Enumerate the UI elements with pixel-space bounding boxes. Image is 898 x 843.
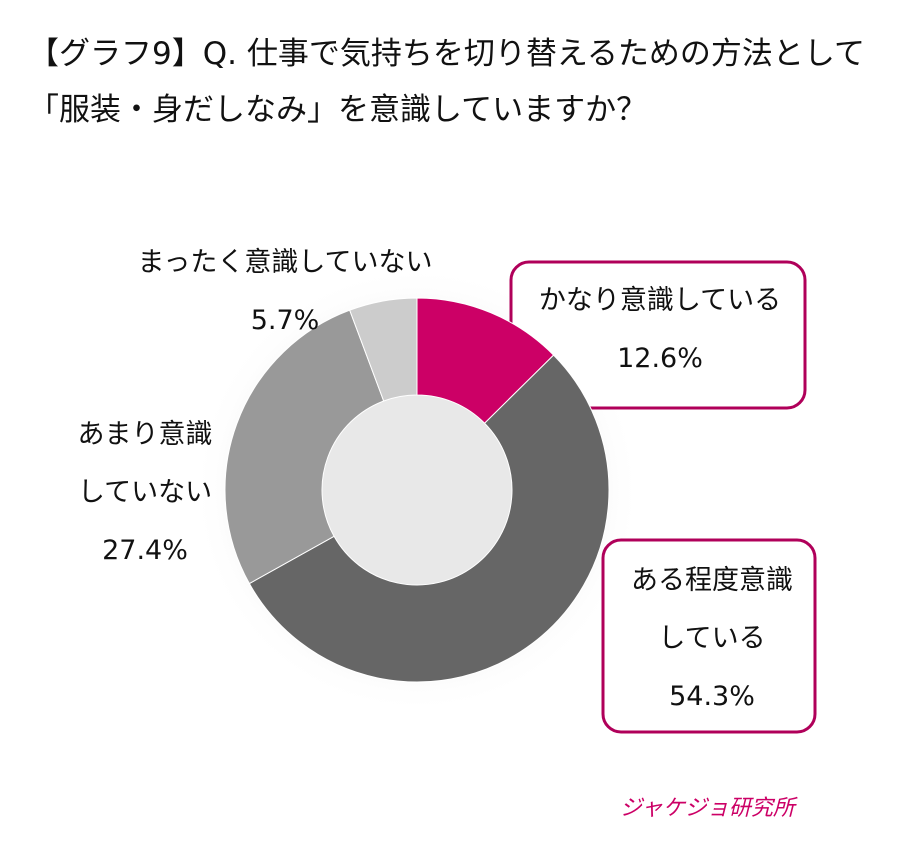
donut-slice — [224, 309, 385, 585]
value-label: 12.6% — [617, 343, 703, 374]
donut-slice — [349, 297, 418, 402]
label-box — [601, 538, 817, 734]
category-label: ある程度意識している — [631, 565, 793, 654]
slice-label: かなり意識している 12.6% — [539, 272, 781, 388]
slice-label: まったく意識していない 5.7% — [137, 234, 432, 350]
category-label: あまり意識していない — [77, 419, 213, 508]
donut-slice — [248, 354, 610, 683]
category-label: まったく意識していない — [137, 247, 433, 278]
value-label: 54.3% — [669, 681, 755, 712]
chart-title: 【グラフ9】Q. 仕事で気持ちを切り替えるための方法として「服装・身だしなみ」を… — [28, 36, 865, 128]
slice-label: あまり意識していない 27.4% — [78, 406, 213, 580]
slice-label: ある程度意識している 54.3% — [631, 552, 793, 726]
logo: ジャケジョ研究所 — [620, 796, 795, 821]
category-label: かなり意識している — [538, 285, 782, 316]
value-label: 27.4% — [102, 535, 188, 566]
value-label: 5.7% — [250, 305, 320, 336]
